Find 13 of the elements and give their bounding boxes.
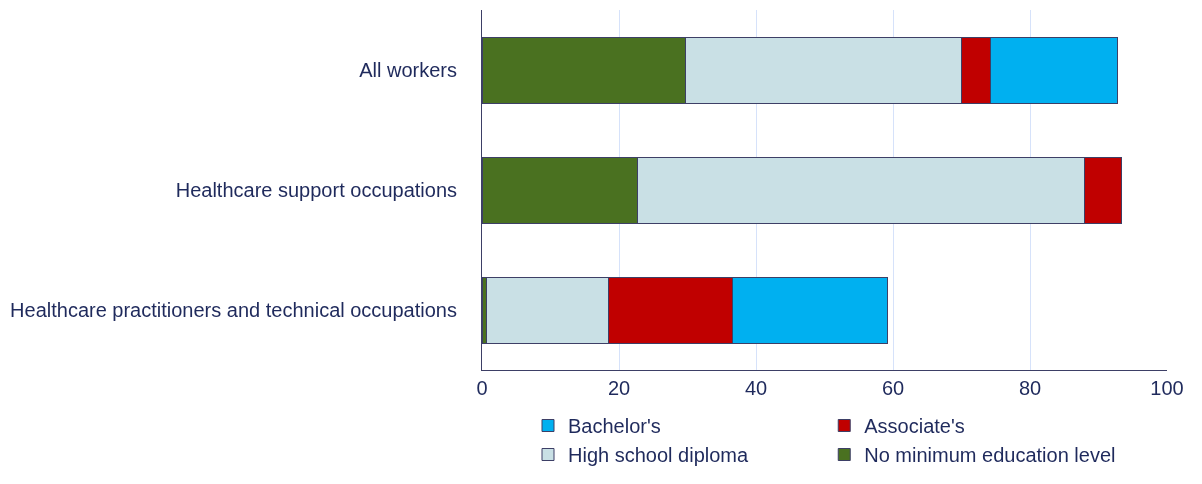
legend-label: High school diploma (568, 444, 749, 467)
x-tick-label: 40 (744, 377, 768, 399)
x-tick-label: 20 (607, 377, 631, 399)
x-tick-label: 100 (1150, 377, 1184, 399)
legend-label: Associate's (864, 415, 965, 438)
x-tick-label: 0 (476, 377, 488, 399)
legend-label: Bachelor's (568, 415, 661, 438)
y-tick-label: Healthcare support occupations (175, 179, 457, 201)
x-tick-label: 60 (881, 377, 905, 399)
y-tick-label: All workers (359, 59, 457, 81)
y-tick-label: Healthcare practitioners and technical occupations (10, 299, 457, 321)
legend-label: No minimum education level (864, 444, 1116, 467)
x-tick-label: 80 (1018, 377, 1042, 399)
